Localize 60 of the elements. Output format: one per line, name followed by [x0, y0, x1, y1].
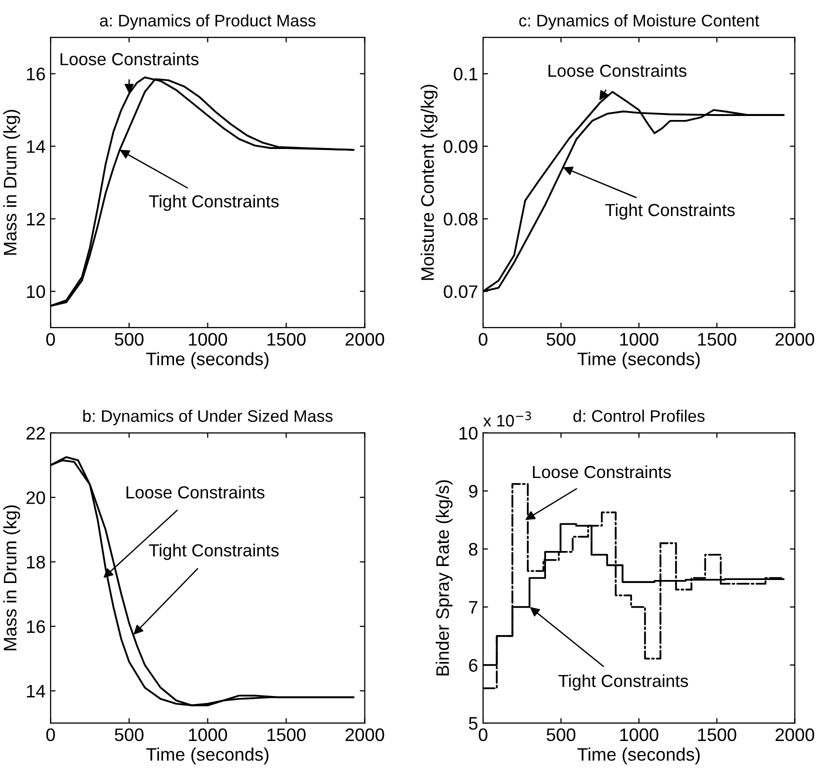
x-tick-label: 2000: [776, 728, 814, 742]
x-tick-label: 0: [478, 332, 488, 346]
annotation: Tight Constraints: [149, 544, 279, 560]
chart-title: a: Dynamics of Product Mass: [100, 14, 316, 30]
y-tick-label: 20: [26, 491, 46, 504]
annotation: Tight Constraints: [149, 194, 279, 211]
y-tick-label: 6: [469, 658, 478, 672]
y-tick-label: 18: [27, 556, 45, 569]
x-tick-label: 1000: [188, 728, 228, 742]
annotation: Loose Constraints: [532, 465, 671, 478]
x-tick-label: 0: [46, 728, 55, 742]
annotation: Loose Constraints: [126, 486, 264, 498]
x-tick-label: 1500: [698, 728, 736, 742]
x-tick-label: 1500: [268, 332, 306, 346]
y-axis-title: Binder Spray Rate (kg/s): [436, 480, 453, 676]
x-tick-label: 1000: [620, 332, 658, 346]
y-tick-label: 5: [468, 717, 478, 730]
y-tick-label: 12: [27, 212, 45, 226]
y-tick-label: 10: [27, 285, 46, 298]
y-tick-label: 16: [27, 68, 45, 80]
annotation: Tight Constraints: [605, 203, 735, 220]
y-axis-title: Moisture Content (kg/kg): [420, 84, 438, 280]
x-axis-title: Time (seconds): [146, 352, 268, 369]
x-tick-label: 1000: [188, 332, 228, 346]
chart-title: d: Control Profiles: [573, 410, 705, 422]
y-tick-label: 8: [468, 542, 478, 556]
x-tick-label: 0: [478, 728, 488, 742]
y-tick-label: 16: [27, 620, 45, 634]
x-tick-label: 1500: [268, 728, 306, 742]
x-tick-label: 1000: [620, 728, 658, 742]
annotation: Loose Constraints: [548, 64, 686, 77]
y-tick-label: 0.09: [444, 140, 478, 153]
y-tick-label: 10: [460, 426, 478, 440]
y-tick-label: 9: [469, 484, 478, 498]
annotation: Loose Constraints: [60, 52, 198, 66]
x-tick-label: 2000: [776, 332, 814, 346]
y-tick-label: 22: [26, 426, 45, 440]
x-tick-label: 500: [114, 332, 144, 346]
y-axis-title: Mass in Drum (kg): [3, 505, 20, 650]
x-tick-label: 1500: [698, 332, 736, 346]
x-axis-title: Time (seconds): [146, 748, 268, 764]
y-tick-label: 0.1: [454, 68, 478, 80]
y-tick-label: 14: [27, 140, 46, 153]
x-tick-label: 500: [546, 728, 576, 742]
y-tick-label: 0.08: [444, 212, 478, 226]
chart-title: c: Dynamics of Moisture Content: [519, 14, 760, 30]
y-tick-label: 0.07: [444, 285, 478, 298]
x-tick-label: 500: [114, 728, 144, 742]
y-tick-label: 7: [469, 601, 478, 614]
y-tick-label: 14: [27, 684, 46, 698]
chart-title: b: Dynamics of Under Sized Mass: [83, 410, 333, 426]
x-axis-title: Time (seconds): [577, 352, 700, 369]
x-tick-label: 0: [46, 332, 55, 346]
annotation: Tight Constraints: [558, 674, 688, 691]
x-tick-label: 2000: [346, 332, 384, 346]
x-tick-label: 2000: [346, 728, 384, 742]
y-axis-title: Mass in Drum (kg): [3, 110, 20, 255]
text: x 10$^{−3}$: [483, 411, 531, 427]
x-tick-label: 500: [546, 332, 576, 346]
x-axis-title: Time (seconds): [577, 748, 700, 764]
